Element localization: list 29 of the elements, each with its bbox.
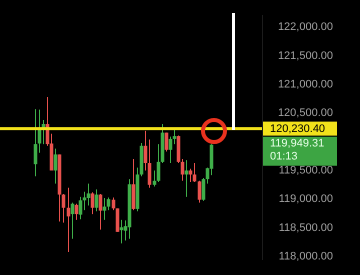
candlestick <box>192 162 196 182</box>
candlestick <box>102 198 106 220</box>
y-tick-label: 120,500.00 <box>278 107 333 120</box>
y-tick-label: 119,000.00 <box>278 193 333 206</box>
candlestick <box>86 183 90 206</box>
ref-line-label: 120,230.40 <box>270 123 326 136</box>
candlestick <box>90 192 94 215</box>
candlestick <box>74 203 78 220</box>
candlestick <box>164 132 168 152</box>
text: 01:13 <box>270 150 298 163</box>
y-tick-label: 119,500.00 <box>278 164 333 177</box>
y-tick-label: 122,000.00 <box>278 21 333 34</box>
candlestick <box>184 160 188 198</box>
y-tick-label: 121,000.00 <box>278 78 333 90</box>
candlestick <box>116 208 120 232</box>
candlestick <box>70 202 74 240</box>
candlestick <box>98 194 102 230</box>
y-tick-label: 118,500.00 <box>278 222 333 234</box>
candlestick <box>148 139 152 188</box>
candlestick <box>66 187 70 252</box>
text: 119,949.31 <box>270 138 324 150</box>
candlestick <box>198 180 202 204</box>
candlestick <box>106 196 110 211</box>
candlestick <box>54 148 58 184</box>
candlestick <box>94 188 98 212</box>
candlestick <box>34 108 38 177</box>
y-tick-label: 121,500.00 <box>278 50 333 62</box>
candlestick <box>112 196 116 211</box>
y-tick-label: 118,000.00 <box>278 250 333 263</box>
